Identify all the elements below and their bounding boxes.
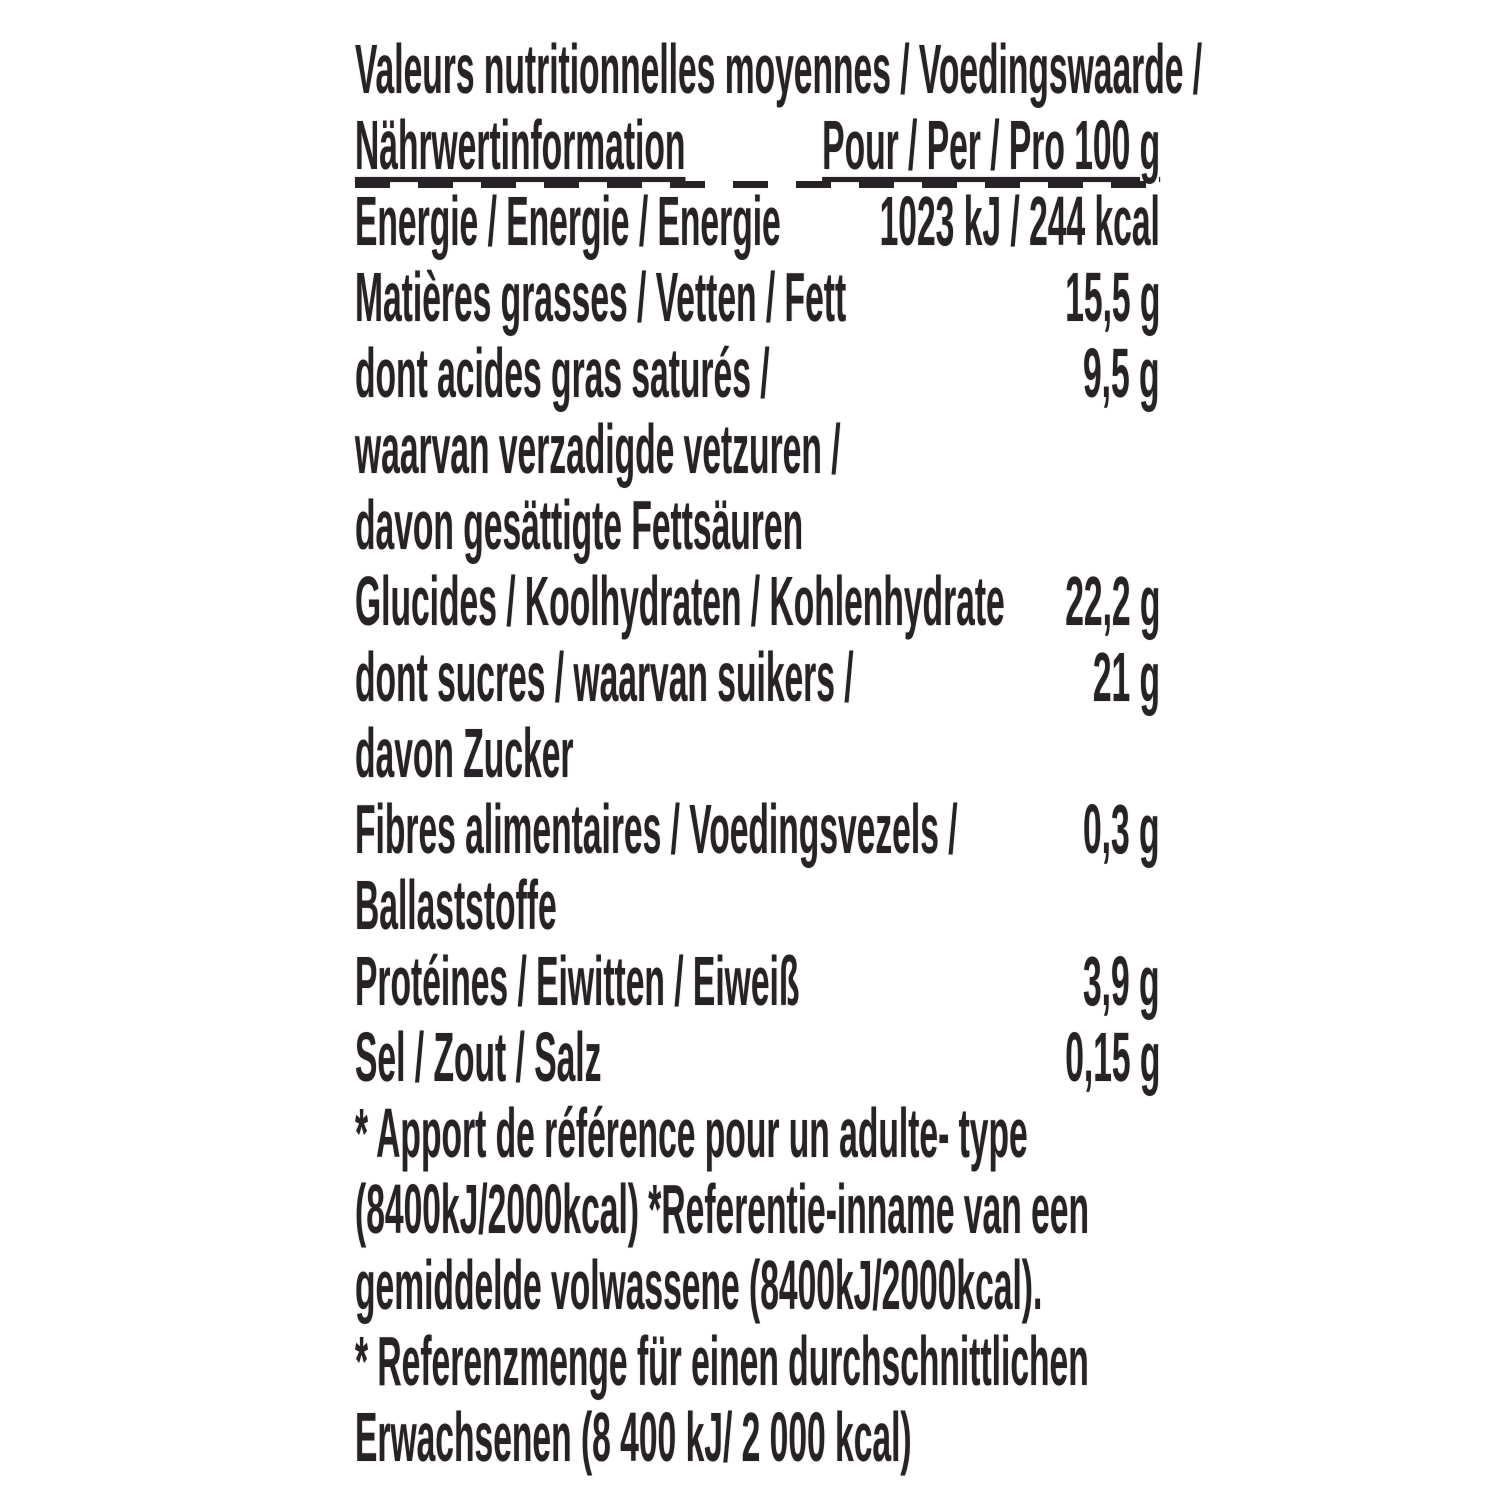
panel-header-row: Nährwertinformation Pour / Per / Pro 100… xyxy=(355,107,1160,183)
row-energy-label: Energie / Energie / Energie xyxy=(355,182,781,260)
row-fiber-de: Ballaststoffe xyxy=(355,867,1160,943)
footnote-line-5-text: Erwachsenen (8 400 kJ/ 2 000 kcal) xyxy=(355,1398,912,1476)
row-salt-value: 0,15 g xyxy=(1064,1018,1160,1096)
row-energy: Energie / Energie / Energie 1023 kJ / 24… xyxy=(355,183,1160,259)
panel-title: Valeurs nutritionnelles moyennes / Voedi… xyxy=(355,30,1203,108)
row-sugars: dont sucres / waarvan suikers / 21 g xyxy=(355,639,1160,715)
row-fiber-value: 0,3 g xyxy=(1083,790,1160,868)
row-sugars-de-label: davon Zucker xyxy=(355,714,574,792)
panel-title-line2: Nährwertinformation xyxy=(355,106,686,184)
row-saturated-fat-value: 9,5 g xyxy=(1083,334,1160,412)
row-fat: Matières grasses / Vetten / Fett 15,5 g xyxy=(355,259,1160,335)
row-fat-label: Matières grasses / Vetten / Fett xyxy=(355,258,847,336)
row-protein: Protéines / Eiwitten / Eiweiß 3,9 g xyxy=(355,943,1160,1019)
footnote-line-5: Erwachsenen (8 400 kJ/ 2 000 kcal) xyxy=(355,1399,1160,1475)
footnote-line-2: (8400kJ/2000kcal) *Referentie-inname van… xyxy=(355,1171,1160,1247)
row-sugars-value: 21 g xyxy=(1092,638,1160,716)
row-saturated-fat-fr-label: dont acides gras saturés / xyxy=(355,334,770,412)
row-saturated-fat-de-label: davon gesättigte Fettsäuren xyxy=(355,486,804,564)
row-fiber: Fibres alimentaires / Voedingsvezels / 0… xyxy=(355,791,1160,867)
footnote-line-2-text: (8400kJ/2000kcal) *Referentie-inname van… xyxy=(355,1170,1090,1248)
per-100g-column-header: Pour / Per / Pro 100 g xyxy=(822,106,1160,184)
row-salt: Sel / Zout / Salz 0,15 g xyxy=(355,1019,1160,1095)
row-fiber-de-label: Ballaststoffe xyxy=(355,866,557,944)
row-fat-value: 15,5 g xyxy=(1064,258,1160,336)
panel-title-row: Valeurs nutritionnelles moyennes / Voedi… xyxy=(355,31,1202,107)
footnote-line-4-text: * Referenzmenge für einen durchschnittli… xyxy=(355,1322,1089,1400)
row-carbohydrates: Glucides / Koolhydraten / Kohlenhydrate … xyxy=(355,563,1160,639)
row-fiber-label: Fibres alimentaires / Voedingsvezels / xyxy=(355,790,958,868)
row-saturated-fat-nl: waarvan verzadigde vetzuren / xyxy=(355,411,1160,487)
footnote-line-1-text: * Apport de référence pour un adulte- ty… xyxy=(355,1094,1028,1172)
footnote-line-1: * Apport de référence pour un adulte- ty… xyxy=(355,1095,1160,1171)
row-energy-value: 1023 kJ / 244 kcal xyxy=(879,182,1160,260)
row-saturated-fat-nl-label: waarvan verzadigde vetzuren / xyxy=(355,410,841,488)
row-carbohydrates-label: Glucides / Koolhydraten / Kohlenhydrate xyxy=(355,562,1005,640)
nutrition-facts-panel: Valeurs nutritionnelles moyennes / Voedi… xyxy=(355,31,1202,1481)
row-salt-label: Sel / Zout / Salz xyxy=(355,1018,602,1096)
footnote-line-3: gemiddelde volwassene (8400kJ/2000kcal). xyxy=(355,1247,1160,1323)
row-protein-value: 3,9 g xyxy=(1083,942,1160,1020)
footnote-line-4: * Referenzmenge für einen durchschnittli… xyxy=(355,1323,1160,1399)
row-saturated-fat-de: davon gesättigte Fettsäuren xyxy=(355,487,1160,563)
dashed-separator xyxy=(355,181,1160,188)
row-carbohydrates-value: 22,2 g xyxy=(1064,562,1160,640)
row-sugars-label: dont sucres / waarvan suikers / xyxy=(355,638,854,716)
row-sugars-de: davon Zucker xyxy=(355,715,1160,791)
row-protein-label: Protéines / Eiwitten / Eiweiß xyxy=(355,942,800,1020)
footnote-line-3-text: gemiddelde volwassene (8400kJ/2000kcal). xyxy=(355,1246,1043,1324)
row-saturated-fat-fr: dont acides gras saturés / 9,5 g xyxy=(355,335,1160,411)
